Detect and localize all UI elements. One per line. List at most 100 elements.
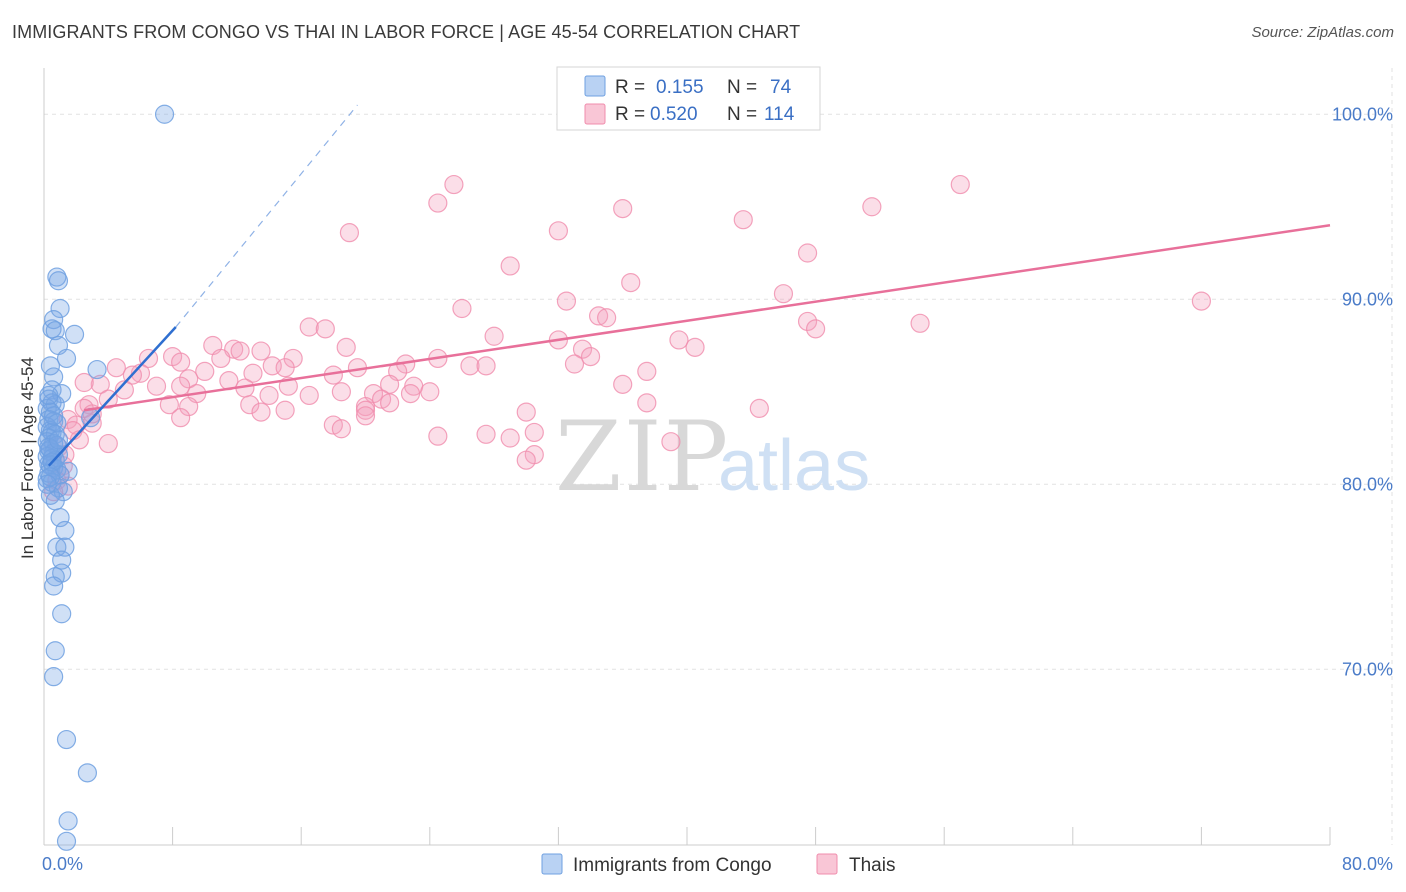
thai-point-26 bbox=[685, 337, 705, 357]
thai-point-72 bbox=[400, 384, 421, 404]
legend-r-value-congo: 0.155 bbox=[656, 77, 704, 98]
x-tick-labels: 0.0% 80.0% bbox=[42, 854, 1393, 874]
y-tick-label-80: 80.0% bbox=[1342, 474, 1393, 494]
watermark-atlas: atlas bbox=[718, 426, 870, 506]
congo-point-20 bbox=[81, 408, 101, 428]
congo-point-62 bbox=[44, 667, 64, 687]
thai-point-70 bbox=[331, 382, 351, 402]
thai-point-32 bbox=[572, 339, 593, 359]
thai-point-78 bbox=[179, 396, 199, 417]
thai-point-96 bbox=[476, 424, 496, 444]
thai-point-77 bbox=[159, 395, 179, 415]
congo-point-64 bbox=[77, 763, 98, 783]
chart-title: IMMIGRANTS FROM CONGO VS THAI IN LABOR F… bbox=[12, 22, 801, 42]
thai-point-58 bbox=[146, 376, 167, 396]
thai-point-13 bbox=[1191, 291, 1212, 311]
congo-point-5 bbox=[42, 319, 62, 339]
thai-point-82 bbox=[380, 393, 400, 413]
thai-point-20 bbox=[805, 319, 826, 339]
thai-point-101 bbox=[98, 433, 118, 454]
bottom-legend-swatch-thai bbox=[816, 853, 838, 875]
thai-point-84 bbox=[637, 393, 657, 413]
legend-swatch-congo bbox=[584, 75, 606, 97]
congo-trend-extension bbox=[175, 104, 358, 328]
thai-point-64 bbox=[613, 374, 633, 394]
thai-point-87 bbox=[275, 400, 295, 420]
congo-point-3 bbox=[50, 298, 70, 319]
thai-point-11 bbox=[621, 273, 641, 293]
thai-point-14 bbox=[556, 291, 577, 311]
bottom-legend-label-congo: Immigrants from Congo bbox=[573, 855, 772, 876]
thai-point-95 bbox=[428, 426, 448, 446]
thai-point-41 bbox=[171, 352, 191, 372]
thai-point-18 bbox=[797, 311, 818, 332]
thai-point-69 bbox=[299, 385, 319, 406]
congo-point-59 bbox=[44, 576, 64, 596]
thai-point-7 bbox=[339, 223, 360, 243]
congo-point-10 bbox=[40, 356, 61, 376]
thai-point-29 bbox=[230, 341, 250, 361]
congo-point-66 bbox=[56, 831, 77, 851]
thai-point-3 bbox=[428, 193, 448, 213]
congo-point-71 bbox=[39, 385, 59, 406]
y-tick-label-70: 70.0% bbox=[1342, 659, 1393, 679]
thai-point-9 bbox=[797, 243, 818, 263]
thai-point-10 bbox=[500, 256, 520, 276]
x-tick-label-min: 0.0% bbox=[42, 854, 83, 874]
watermark-zip: ZIP bbox=[555, 401, 730, 513]
thai-point-16 bbox=[588, 306, 609, 326]
legend-r-label-thai: R = bbox=[615, 104, 645, 125]
thai-point-33 bbox=[580, 347, 601, 367]
thai-point-66 bbox=[114, 380, 134, 400]
legend-n-value-thai: 114 bbox=[764, 104, 795, 125]
thai-point-22 bbox=[315, 319, 335, 339]
legend-n-label-thai: N = bbox=[727, 104, 757, 125]
thai-point-6 bbox=[733, 210, 753, 230]
thai-point-99 bbox=[661, 432, 681, 452]
congo-point-73 bbox=[37, 474, 57, 494]
thai-point-30 bbox=[251, 341, 271, 361]
congo-point-9 bbox=[56, 348, 77, 369]
thai-point-43 bbox=[275, 358, 295, 378]
congo-point-67 bbox=[39, 437, 59, 457]
y-axis-label: In Labor Force | Age 45-54 bbox=[18, 357, 37, 559]
congo-point-63 bbox=[56, 729, 77, 750]
congo-point-51 bbox=[45, 491, 65, 511]
thai-point-17 bbox=[597, 308, 617, 328]
y-tick-label-100: 100.0% bbox=[1332, 104, 1393, 124]
thai-point-86 bbox=[171, 408, 191, 428]
legend-swatch-thai bbox=[584, 103, 606, 125]
thai-point-23 bbox=[484, 326, 504, 346]
congo-trend-line bbox=[47, 326, 177, 467]
thai-point-88 bbox=[355, 406, 376, 426]
congo-point-70 bbox=[44, 406, 64, 426]
axes bbox=[43, 68, 1331, 846]
congo-point-7 bbox=[64, 324, 85, 344]
thai-point-59 bbox=[171, 376, 191, 396]
grid-lines bbox=[44, 68, 1393, 845]
thai-point-80 bbox=[251, 402, 271, 422]
thai-point-50 bbox=[637, 361, 657, 381]
thai-trend-line bbox=[84, 224, 1331, 412]
bottom-legend: Immigrants from Congo Thais bbox=[541, 853, 895, 876]
congo-point-65 bbox=[58, 811, 78, 831]
thai-point-89 bbox=[749, 398, 769, 418]
thai-point-97 bbox=[500, 428, 520, 448]
thai-point-94 bbox=[331, 419, 351, 439]
thai-point-39 bbox=[106, 358, 126, 378]
legend-r-label-congo: R = bbox=[615, 77, 645, 98]
thai-point-79 bbox=[240, 395, 260, 415]
thai-point-104 bbox=[516, 450, 536, 470]
congo-point-6 bbox=[45, 321, 65, 341]
thai-point-55 bbox=[179, 369, 199, 389]
thai-point-28 bbox=[224, 339, 244, 359]
watermark: ZIP atlas bbox=[555, 401, 870, 513]
x-tick-label-max: 80.0% bbox=[1342, 854, 1393, 874]
congo-points bbox=[37, 104, 175, 851]
thai-point-12 bbox=[773, 284, 794, 304]
trend-lines bbox=[47, 104, 1331, 467]
thai-point-98 bbox=[524, 422, 544, 443]
thai-point-15 bbox=[452, 298, 472, 319]
congo-point-11 bbox=[87, 359, 107, 380]
